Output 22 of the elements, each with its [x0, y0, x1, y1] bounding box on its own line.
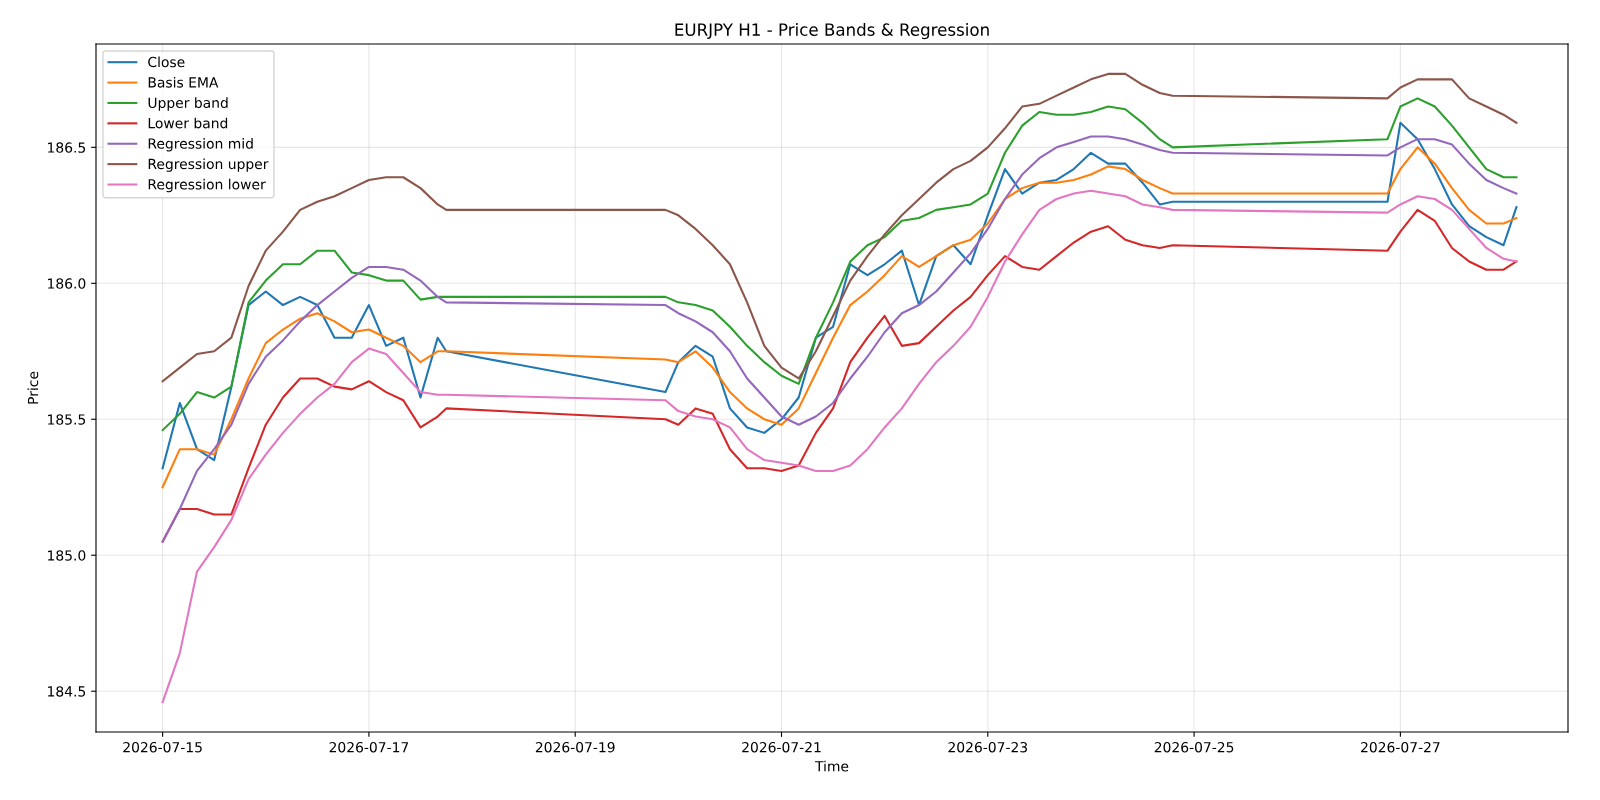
legend-label: Basis EMA [148, 76, 219, 88]
y-tick-label: 185.0 [48, 550, 86, 561]
y-tick-label: 184.5 [48, 686, 86, 697]
y-axis-title: Price [27, 371, 39, 404]
x-tick-label: 2026-07-25 [1154, 741, 1234, 753]
legend-label: Regression upper [148, 158, 269, 172]
y-tick-label: 186.0 [48, 278, 86, 289]
x-axis-title: Time [814, 760, 849, 772]
y-tick-label: 185.5 [48, 414, 86, 425]
x-tick-label: 2026-07-27 [1361, 741, 1440, 753]
x-tick-label: 2026-07-17 [329, 741, 409, 753]
legend-label: Close [148, 56, 185, 68]
x-tick-label: 2026-07-15 [123, 741, 202, 753]
legend-label: Lower band [148, 117, 228, 129]
x-tick-label: 2026-07-23 [948, 741, 1028, 753]
x-tick-label: 2026-07-19 [535, 741, 615, 753]
x-tick-label: 2026-07-21 [742, 741, 821, 753]
y-tick-label: 186.5 [48, 142, 86, 153]
legend-label: Upper band [148, 97, 228, 111]
legend-label: Regression lower [148, 178, 266, 193]
legend-label: Regression mid [148, 138, 253, 152]
chart-title: EURJPY H1 - Price Bands & Regression [675, 23, 989, 40]
